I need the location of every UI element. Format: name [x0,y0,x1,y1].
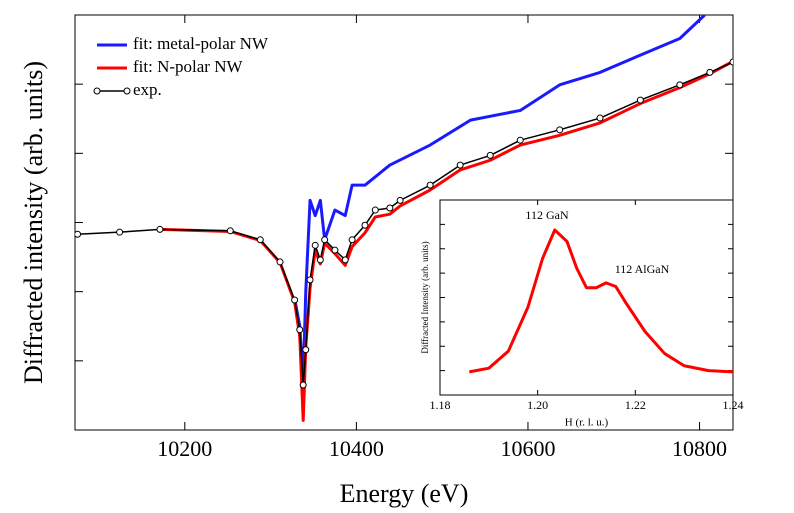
marker [296,326,304,334]
x-tick-label: 10600 [500,436,555,461]
marker [316,256,324,264]
annotation: 112 GaN [525,208,569,222]
marker [226,227,234,235]
marker [306,276,314,284]
marker [302,346,310,354]
marker [299,381,307,389]
x-axis-label: H (r. l. u.) [565,417,609,429]
series-group [75,15,733,422]
legend-marker [93,87,101,95]
marker [341,256,349,264]
x-tick-label: 1.20 [527,398,548,412]
x-tick-label: 10400 [329,436,384,461]
marker [396,196,404,204]
marker [486,151,494,159]
marker [291,296,299,304]
annotation: 112 AlGaN [615,262,670,276]
marker [311,241,319,249]
marker [706,68,714,76]
marker [156,225,164,233]
marker [596,114,604,122]
marker [75,230,82,238]
marker [556,126,564,134]
line [469,228,733,374]
marker [361,221,369,229]
marker [516,136,524,144]
series-group [469,228,733,374]
marker [456,161,464,169]
marker [729,58,733,66]
x-tick-label: 1.22 [625,398,646,412]
x-tick-label: 1.18 [430,398,451,412]
marker [256,236,264,244]
marker [116,228,124,236]
marker [371,206,379,214]
line [293,15,706,382]
x-tick-label: 10200 [157,436,212,461]
x-tick-label: 1.24 [723,398,744,412]
marker [321,236,329,244]
marker [276,258,284,266]
marker [348,236,356,244]
marker [676,81,684,89]
legend-label: fit: N-polar NW [133,57,243,76]
legend-label: exp. [133,80,162,99]
legend-marker [123,87,131,95]
line [159,60,733,422]
legend-label: fit: metal-polar NW [133,34,269,53]
y-axis-label: Diffracted Intensity (arb. units) [420,241,430,353]
x-tick-label: 10800 [672,436,727,461]
marker [386,204,394,212]
marker [636,96,644,104]
x-axis-label: Energy (eV) [340,479,469,508]
y-axis-label: Diffracted intensity (arb. units) [19,61,48,384]
marker [331,246,339,254]
marker [426,181,434,189]
